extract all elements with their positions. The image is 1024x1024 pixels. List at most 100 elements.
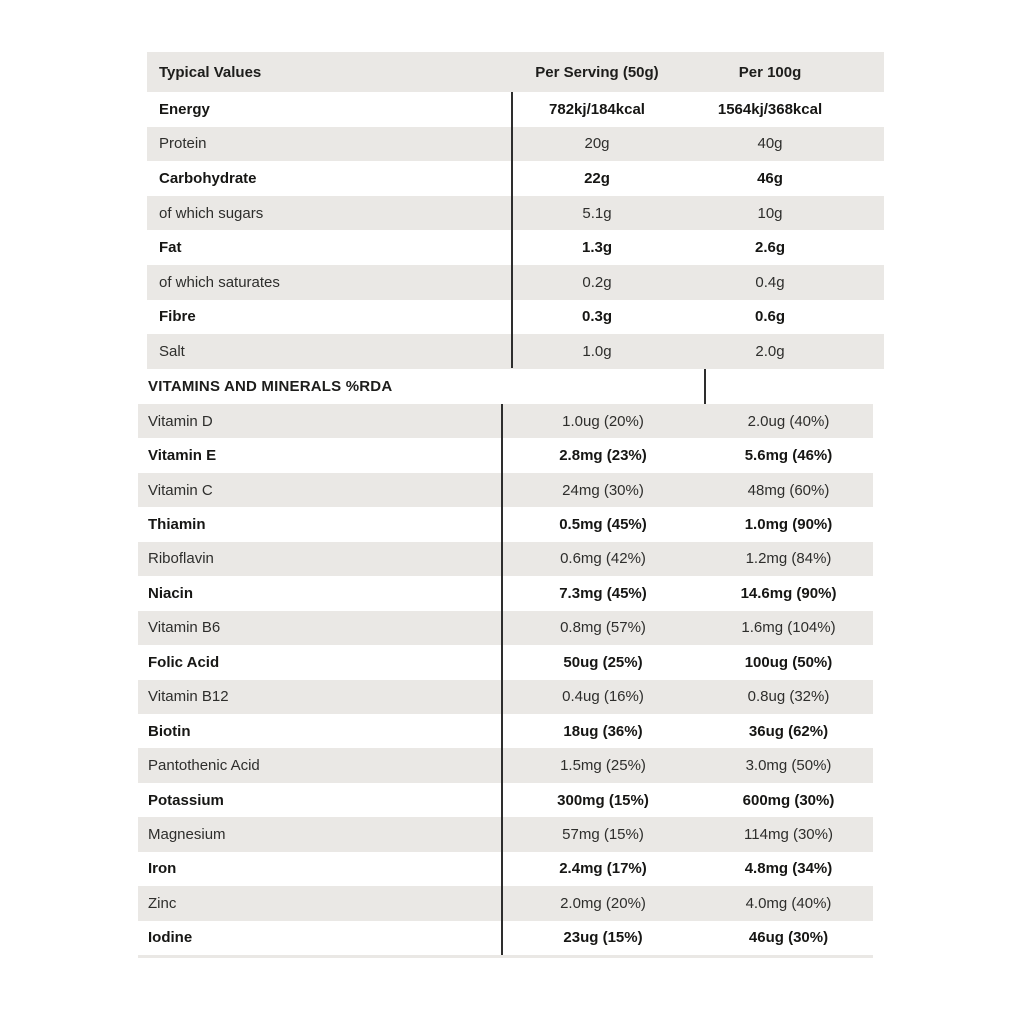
row-label: Energy	[159, 100, 210, 118]
row-per-100g-value: 1.6mg (104%)	[741, 619, 836, 637]
table-row: Niacin 7.3mg (45%) 14.6mg (90%)	[138, 576, 873, 611]
row-per-serving-value: 300mg (15%)	[557, 791, 649, 809]
row-per-100g-value: 48mg (60%)	[747, 481, 830, 499]
table-row: Pantothenic Acid 1.5mg (25%) 3.0mg (50%)	[138, 748, 873, 783]
table-row: Thiamin 0.5mg (45%) 1.0mg (90%)	[138, 507, 873, 542]
table-row: of which saturates 0.2g 0.4g	[147, 264, 884, 300]
row-per-100g-value: 36ug (62%)	[748, 722, 829, 740]
vitamins-section-title: VITAMINS AND MINERALS %RDA	[148, 378, 393, 395]
row-per-100g-value: 46ug (30%)	[748, 929, 829, 947]
row-per-serving-value: 0.6mg (42%)	[560, 550, 646, 568]
row-label: Carbohydrate	[159, 169, 257, 187]
row-per-serving-value: 57mg (15%)	[562, 825, 644, 843]
table-row: Zinc 2.0mg (20%) 4.0mg (40%)	[138, 886, 873, 921]
row-per-100g-value: 46g	[757, 169, 783, 187]
row-label: Niacin	[148, 584, 194, 602]
row-label: of which saturates	[159, 273, 280, 291]
row-label: of which sugars	[159, 204, 264, 222]
table-row: Carbohydrate 22g 46g	[147, 161, 884, 196]
row-per-100g-value: 1.0mg (90%)	[744, 516, 833, 534]
vitamins-rows: Vitamin D 1.0ug (20%) 2.0ug (40%) Vitami…	[138, 404, 873, 955]
row-per-100g-value: 0.8ug (32%)	[747, 688, 830, 706]
row-label: Potassium	[148, 791, 224, 809]
row-per-serving-value: 0.8mg (57%)	[560, 619, 646, 637]
row-label: Fat	[159, 239, 182, 257]
row-label: Iodine	[148, 929, 193, 947]
header-per-100g: Per 100g	[738, 63, 802, 81]
row-per-100g-value: 2.6g	[754, 239, 785, 257]
row-label: Protein	[159, 135, 207, 153]
vitamins-table-column-divider	[501, 404, 503, 957]
row-per-100g-value: 4.8mg (34%)	[744, 860, 833, 878]
row-per-100g-value: 1564kj/368kcal	[717, 100, 823, 118]
row-per-serving-value: 50ug (25%)	[563, 653, 643, 671]
header-typical-values: Typical Values	[159, 63, 262, 81]
row-per-serving-value: 1.0g	[582, 342, 612, 360]
row-per-100g-value: 114mg (30%)	[744, 825, 833, 843]
row-label: Riboflavin	[148, 550, 214, 568]
row-per-100g-value: 10g	[757, 204, 783, 222]
table-row: Energy 782kj/184kcal 1564kj/368kcal	[147, 92, 884, 127]
row-per-serving-value: 0.4ug (16%)	[562, 688, 644, 706]
row-per-100g-value: 100ug (50%)	[744, 653, 833, 671]
row-label: Vitamin E	[148, 447, 217, 465]
row-per-100g-value: 600mg (30%)	[742, 791, 835, 809]
table-row: Fat 1.3g 2.6g	[147, 230, 884, 265]
row-label: Biotin	[148, 722, 191, 740]
row-per-serving-value: 2.0mg (20%)	[560, 894, 646, 912]
row-per-100g-value: 40g	[757, 135, 783, 153]
table-row: Magnesium 57mg (15%) 114mg (30%)	[138, 817, 873, 852]
row-per-100g-value: 0.4g	[755, 273, 785, 291]
row-per-serving-value: 1.5mg (25%)	[560, 757, 646, 775]
row-per-serving-value: 2.4mg (17%)	[559, 860, 647, 878]
table-header-row: Typical Values Per Serving (50g) Per 100…	[147, 52, 884, 92]
header-per-serving: Per Serving (50g)	[535, 63, 659, 81]
row-per-serving-value: 23ug (15%)	[563, 929, 643, 947]
table-row: Vitamin B6 0.8mg (57%) 1.6mg (104%)	[138, 610, 873, 646]
row-label: Salt	[159, 342, 185, 360]
table-row: Riboflavin 0.6mg (42%) 1.2mg (84%)	[138, 541, 873, 577]
row-per-100g-value: 14.6mg (90%)	[740, 584, 837, 602]
table-row: Fibre 0.3g 0.6g	[147, 299, 884, 335]
row-per-serving-value: 0.5mg (45%)	[559, 516, 647, 534]
row-label: Pantothenic Acid	[148, 757, 260, 775]
typical-values-table: Typical Values Per Serving (50g) Per 100…	[147, 52, 884, 369]
row-label: Vitamin B6	[148, 619, 221, 637]
row-per-serving-value: 782kj/184kcal	[549, 100, 645, 118]
table-row: Vitamin D 1.0ug (20%) 2.0ug (40%)	[138, 404, 873, 439]
nutrition-rows: Energy 782kj/184kcal 1564kj/368kcal Prot…	[147, 92, 884, 369]
row-label: Vitamin B12	[148, 688, 229, 706]
row-label: Fibre	[159, 308, 196, 326]
row-per-100g-value: 4.0mg (40%)	[745, 894, 832, 912]
table-row: Vitamin C 24mg (30%) 48mg (60%)	[138, 472, 873, 508]
row-per-serving-value: 1.0ug (20%)	[562, 412, 644, 430]
row-per-100g-value: 0.6g	[754, 308, 785, 326]
row-label: Magnesium	[148, 825, 226, 843]
table-row: Protein 20g 40g	[147, 126, 884, 162]
bottom-cutoff-strip	[138, 955, 873, 958]
table-row: Vitamin B12 0.4ug (16%) 0.8ug (32%)	[138, 679, 873, 714]
vitamins-section-header-band: VITAMINS AND MINERALS %RDA	[138, 369, 873, 404]
row-per-serving-value: 24mg (30%)	[562, 481, 644, 499]
row-label: Vitamin D	[148, 412, 213, 430]
row-per-serving-value: 5.1g	[582, 204, 612, 222]
row-per-serving-value: 18ug (36%)	[563, 722, 643, 740]
row-per-serving-value: 0.2g	[582, 273, 612, 291]
vitamins-minerals-table: VITAMINS AND MINERALS %RDA Vitamin D 1.0…	[138, 369, 873, 955]
row-per-100g-value: 2.0g	[755, 342, 785, 360]
row-label: Folic Acid	[148, 653, 220, 671]
table-row: Iodine 23ug (15%) 46ug (30%)	[138, 920, 873, 955]
row-per-serving-value: 1.3g	[581, 239, 612, 257]
table-row: Folic Acid 50ug (25%) 100ug (50%)	[138, 645, 873, 680]
row-per-serving-value: 0.3g	[581, 308, 612, 326]
table-row: Salt 1.0g 2.0g	[147, 334, 884, 369]
table-row: Iron 2.4mg (17%) 4.8mg (34%)	[138, 851, 873, 887]
table-row: Biotin 18ug (36%) 36ug (62%)	[138, 713, 873, 749]
top-table-column-divider	[511, 92, 513, 368]
row-label: Iron	[148, 860, 177, 878]
per-100g-column-divider-stub	[704, 369, 706, 404]
table-row: Potassium 300mg (15%) 600mg (30%)	[138, 782, 873, 818]
row-per-serving-value: 2.8mg (23%)	[559, 447, 647, 465]
table-row: of which sugars 5.1g 10g	[147, 195, 884, 231]
row-per-100g-value: 5.6mg (46%)	[744, 447, 833, 465]
